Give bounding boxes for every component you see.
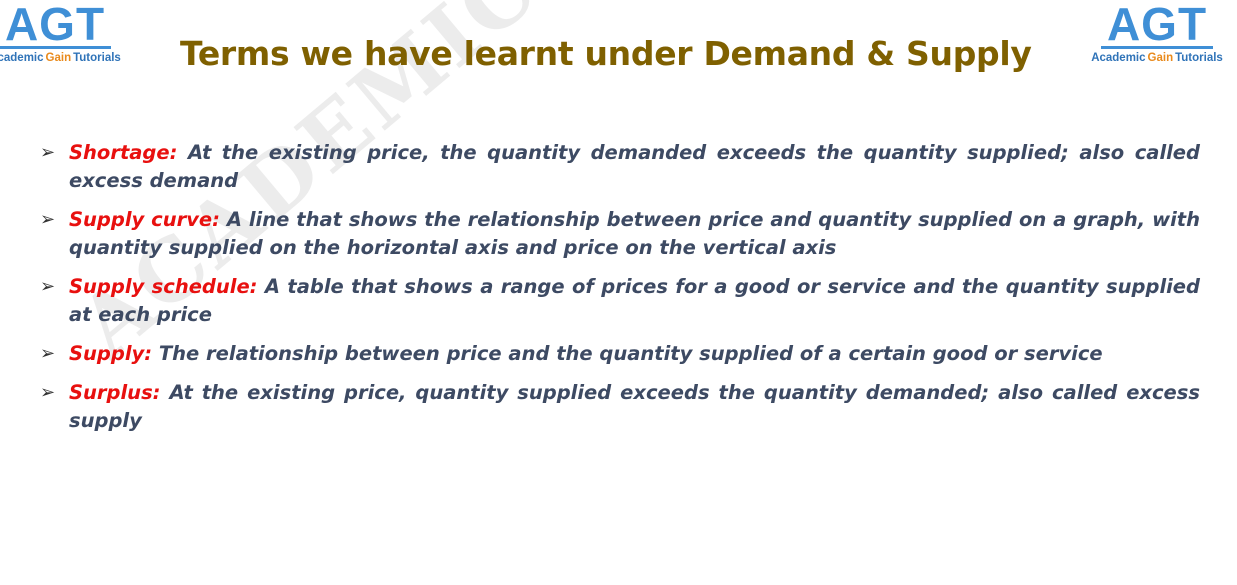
bullet-arrow: ➢	[40, 276, 56, 297]
term: Supply:	[69, 342, 153, 365]
logo-rule	[1101, 46, 1213, 49]
term-item: ➢ Supply: The relationship between price …	[40, 340, 1200, 368]
logo-word: Gain	[45, 52, 72, 64]
term-item: ➢ Shortage: At the existing price, the qu…	[40, 139, 1200, 195]
logo-word: Gain	[1147, 52, 1174, 64]
definition: The relationship between price and the q…	[158, 342, 1103, 365]
definition: At the existing price, the quantity dema…	[69, 141, 1200, 192]
term: Surplus:	[69, 381, 161, 404]
logo-mark: AGT	[1106, 0, 1208, 50]
term: Shortage:	[69, 141, 178, 164]
definition: At the existing price, quantity supplied…	[69, 381, 1200, 432]
title: Terms we have learnt under Demand & Supp…	[180, 34, 1032, 73]
definition: A line that shows the relationship betwe…	[69, 208, 1200, 259]
bullet-arrow: ➢	[40, 209, 56, 230]
bullet-arrow: ➢	[40, 142, 56, 163]
term: Supply schedule:	[69, 275, 258, 298]
logo-right: AGT Academic Gain Tutorials	[1077, 0, 1237, 64]
bullet-arrow: ➢	[40, 382, 56, 403]
logo-mark: AGT	[4, 0, 106, 50]
logo-rule	[0, 46, 111, 49]
logo-word: Academic	[1091, 52, 1146, 64]
term-list: ➢ Shortage: At the existing price, the qu…	[40, 139, 1200, 446]
logo-word: Academic	[0, 52, 44, 64]
bullet-arrow: ➢	[40, 343, 56, 364]
logo-word: Tutorials	[1175, 52, 1223, 64]
term: Supply curve:	[69, 208, 220, 231]
term-item: ➢ Supply curve: A line that shows the rel…	[40, 206, 1200, 262]
term-item: ➢ Surplus: At the existing price, quantit…	[40, 379, 1200, 435]
definition: A table that shows a range of prices for…	[69, 275, 1200, 326]
logo-word: Tutorials	[73, 52, 121, 64]
term-item: ➢ Supply schedule: A table that shows a r…	[40, 273, 1200, 329]
